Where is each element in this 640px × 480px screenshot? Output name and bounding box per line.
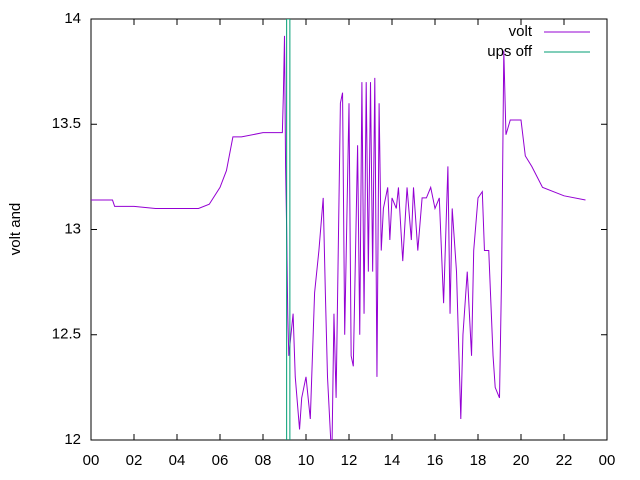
y-tick-label: 13 bbox=[64, 220, 81, 237]
y-tick-label: 13.5 bbox=[52, 115, 81, 132]
plot-area bbox=[91, 19, 586, 440]
x-tick-label: 12 bbox=[341, 452, 358, 469]
x-tick-label: 22 bbox=[556, 452, 573, 469]
legend-label: volt bbox=[509, 23, 533, 40]
series-line bbox=[91, 35, 586, 440]
x-tick-label: 16 bbox=[427, 452, 444, 469]
x-tick-label: 00 bbox=[83, 452, 100, 469]
x-tick-label: 14 bbox=[384, 452, 401, 469]
x-tick-label: 10 bbox=[298, 452, 315, 469]
x-tick-label: 20 bbox=[513, 452, 530, 469]
x-tick-label: 04 bbox=[169, 452, 186, 469]
series-line bbox=[286, 19, 291, 440]
y-tick-label: 12 bbox=[64, 431, 81, 448]
x-tick-label: 02 bbox=[126, 452, 143, 469]
plot-frame bbox=[90, 18, 608, 441]
x-tick-label: 00 bbox=[599, 452, 616, 469]
y-tick-label: 12.5 bbox=[52, 326, 81, 343]
x-tick-label: 18 bbox=[470, 452, 487, 469]
y-tick-label: 14 bbox=[64, 10, 81, 27]
legend-label: ups off bbox=[487, 43, 533, 60]
x-tick-label: 08 bbox=[255, 452, 272, 469]
y-axis-label: volt and bbox=[7, 203, 24, 256]
x-tick-label: 06 bbox=[212, 452, 229, 469]
